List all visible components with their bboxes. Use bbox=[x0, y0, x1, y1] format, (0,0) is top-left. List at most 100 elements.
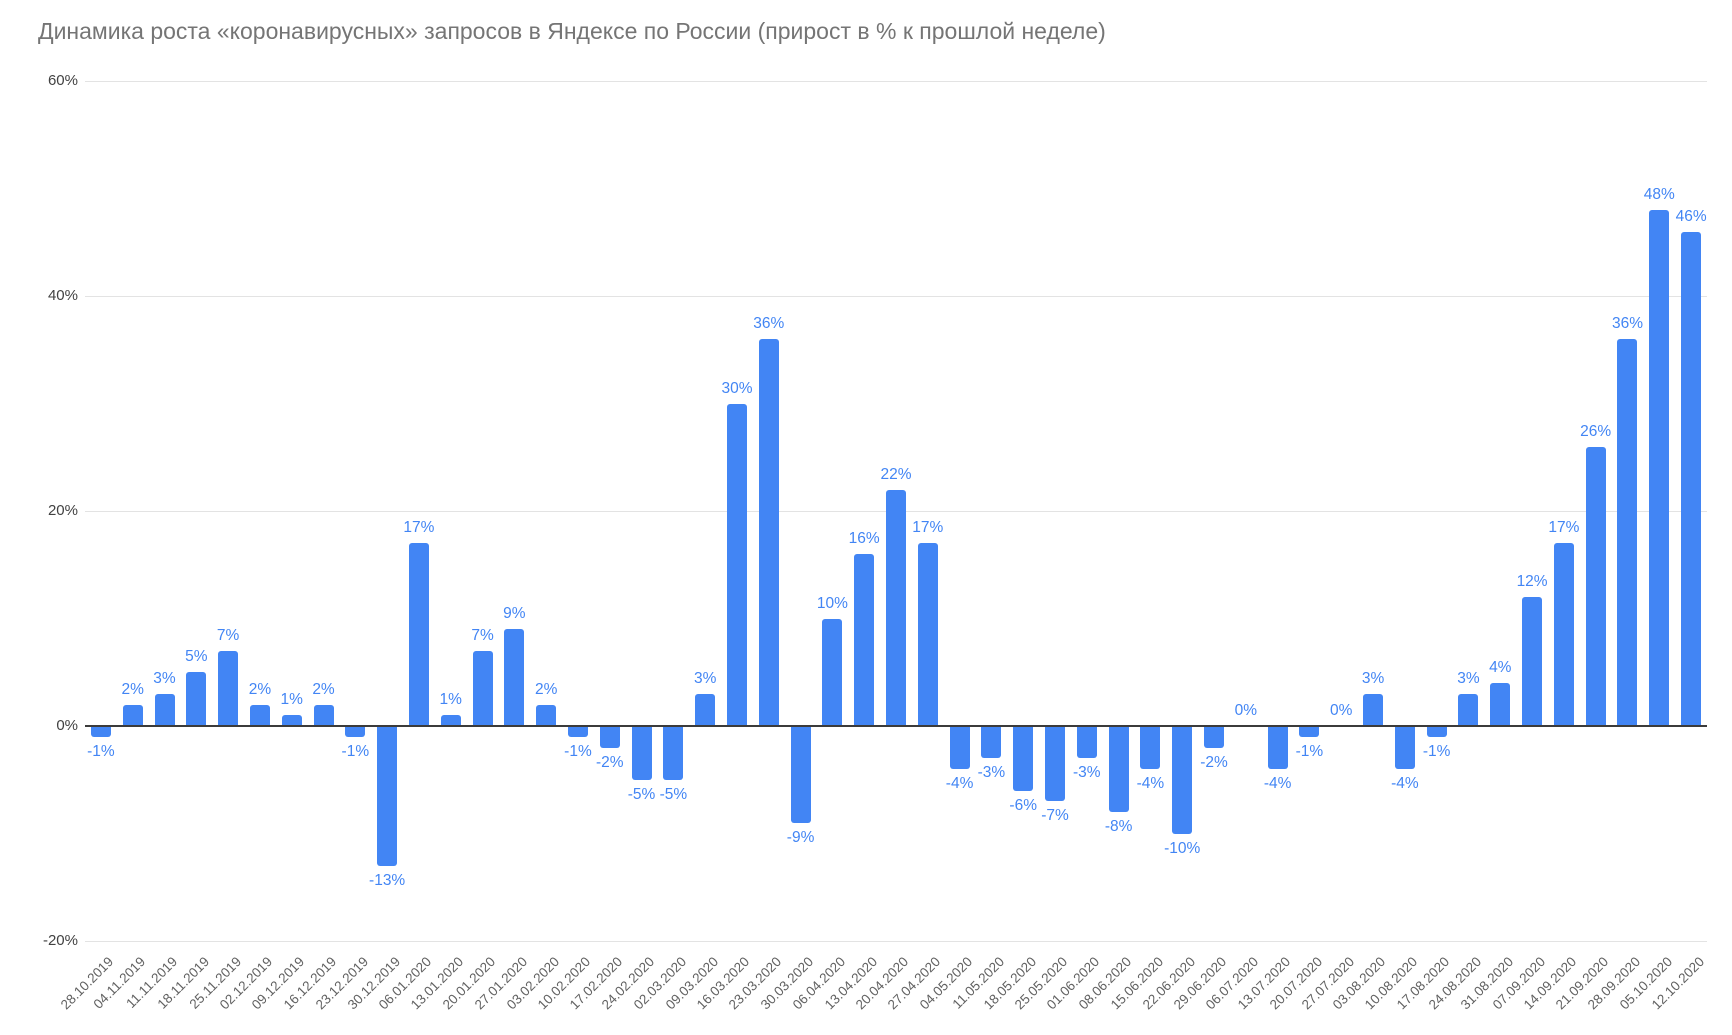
chart-title: Динамика роста «коронавирусных» запросов… bbox=[38, 18, 1106, 44]
bar bbox=[504, 629, 525, 726]
bar bbox=[1649, 210, 1670, 726]
bar-value-label: -4% bbox=[1136, 775, 1165, 792]
bar-value-label: 30% bbox=[721, 379, 753, 397]
y-axis-label: -20% bbox=[42, 932, 78, 949]
bar bbox=[1204, 726, 1225, 748]
bar-value-label: -1% bbox=[564, 742, 592, 760]
bar-value-label: -4% bbox=[945, 775, 974, 792]
bar-value-label: -5% bbox=[659, 785, 688, 803]
bar bbox=[949, 726, 970, 769]
bar-value-label: -1% bbox=[1422, 742, 1451, 760]
bar bbox=[726, 403, 747, 726]
bar bbox=[1553, 543, 1574, 726]
bar bbox=[1045, 726, 1066, 802]
bar-value-label: 1% bbox=[280, 691, 303, 709]
bar bbox=[1394, 726, 1415, 769]
bar-value-label: 36% bbox=[1611, 315, 1643, 332]
bar bbox=[408, 543, 429, 726]
bar-value-label: -9% bbox=[786, 828, 815, 846]
bar bbox=[854, 554, 875, 726]
bar-value-label: 3% bbox=[1457, 669, 1480, 687]
bar-value-label: 9% bbox=[503, 605, 526, 623]
bar-value-label: 2% bbox=[312, 680, 335, 698]
bar-value-label: -8% bbox=[1104, 818, 1133, 835]
bar-value-label: -1% bbox=[341, 742, 370, 760]
bar-value-label: 3% bbox=[693, 669, 717, 687]
bar bbox=[822, 618, 843, 726]
y-axis-label: 40% bbox=[47, 287, 78, 304]
bar-value-label: 0% bbox=[1330, 702, 1353, 719]
bar bbox=[1108, 726, 1129, 812]
bar-value-label: 17% bbox=[403, 519, 435, 537]
bar-value-label: 10% bbox=[816, 594, 848, 612]
bar bbox=[1458, 693, 1479, 726]
bar bbox=[1681, 231, 1702, 726]
bar-value-label: -6% bbox=[1009, 796, 1037, 814]
bar-value-label: 17% bbox=[912, 519, 944, 537]
y-axis-label: 60% bbox=[47, 72, 78, 89]
bar bbox=[1426, 726, 1447, 737]
bar bbox=[886, 489, 906, 726]
bar-value-label: 46% bbox=[1675, 207, 1707, 225]
bar-value-label: 7% bbox=[471, 626, 494, 644]
bar bbox=[1076, 726, 1097, 759]
bar bbox=[917, 543, 938, 726]
bar bbox=[1585, 446, 1606, 726]
bar-value-label: -13% bbox=[369, 871, 406, 889]
bar bbox=[567, 726, 588, 737]
bar bbox=[440, 715, 461, 726]
gridline bbox=[85, 81, 1707, 82]
bar bbox=[90, 726, 111, 737]
bar bbox=[281, 715, 302, 726]
bar-value-label: 22% bbox=[880, 465, 912, 483]
bar bbox=[122, 704, 143, 726]
bar-value-label: -2% bbox=[1200, 753, 1228, 771]
bar bbox=[472, 650, 493, 726]
bar-value-label: 3% bbox=[1361, 669, 1385, 687]
bar bbox=[599, 726, 620, 748]
bar-value-label: -3% bbox=[1073, 764, 1101, 782]
bar-value-label: -3% bbox=[977, 764, 1006, 782]
bar bbox=[1617, 339, 1638, 726]
bar-value-label: -7% bbox=[1041, 807, 1069, 825]
gridline bbox=[85, 941, 1707, 942]
bar bbox=[758, 339, 779, 726]
bar-value-label: 1% bbox=[439, 691, 462, 709]
bar bbox=[1013, 726, 1034, 791]
bar bbox=[345, 726, 366, 737]
zero-axis-line bbox=[85, 725, 1707, 727]
bar bbox=[1140, 726, 1161, 769]
bar bbox=[695, 693, 716, 726]
bar bbox=[1363, 693, 1384, 726]
bar-value-label: 0% bbox=[1234, 702, 1258, 719]
bar-value-label: 2% bbox=[534, 680, 558, 698]
bar-value-label: 4% bbox=[1489, 659, 1512, 676]
bar-value-label: -4% bbox=[1263, 775, 1292, 792]
bar-value-label: -1% bbox=[1295, 742, 1324, 760]
plot-area: 60% 40% 20% 0% -20% -1% 28.10.2019 2% 04.11.2019… bbox=[43, 72, 1707, 1012]
bar bbox=[154, 693, 175, 726]
bar bbox=[631, 726, 652, 780]
y-axis-label: 0% bbox=[56, 717, 78, 734]
bar bbox=[790, 726, 811, 823]
bar-value-label: 16% bbox=[848, 530, 880, 547]
bar-value-label: 2% bbox=[248, 680, 272, 698]
bar-value-label: -5% bbox=[627, 785, 656, 803]
bar-value-label: -4% bbox=[1391, 775, 1419, 792]
bar-value-label: -10% bbox=[1164, 839, 1201, 857]
bar bbox=[249, 704, 270, 726]
bar-value-label: 12% bbox=[1516, 573, 1548, 590]
bar bbox=[1299, 726, 1320, 737]
bar bbox=[218, 650, 239, 726]
bar-value-label: -1% bbox=[87, 742, 115, 760]
bar-value-label: 5% bbox=[185, 648, 208, 666]
y-axis-label: 20% bbox=[47, 502, 78, 519]
bar bbox=[186, 672, 207, 726]
bar-value-label: 7% bbox=[216, 626, 240, 644]
bar-value-label: 3% bbox=[153, 669, 176, 687]
gridline bbox=[85, 296, 1707, 297]
bar bbox=[663, 726, 684, 780]
bar-value-label: 36% bbox=[753, 315, 785, 332]
bar-value-label: 48% bbox=[1643, 186, 1675, 203]
